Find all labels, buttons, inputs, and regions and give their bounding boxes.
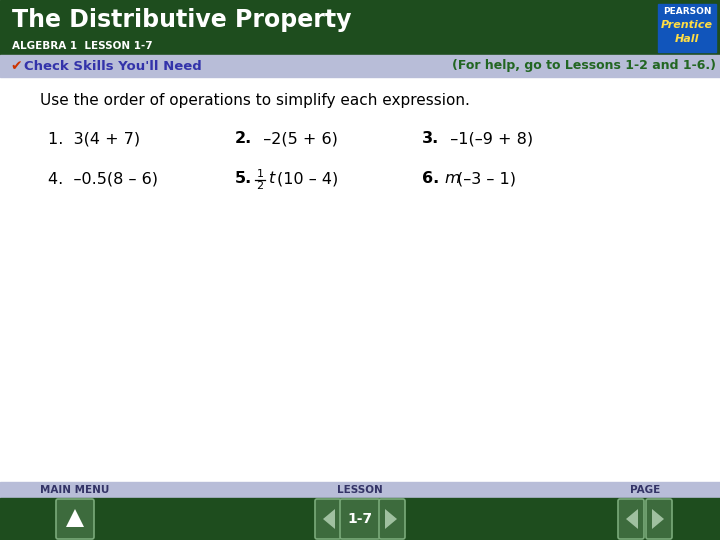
- Polygon shape: [626, 509, 638, 529]
- Bar: [0, 55, 720, 77]
- Text: 2: 2: [256, 181, 264, 191]
- Polygon shape: [652, 509, 664, 529]
- Text: PAGE: PAGE: [630, 485, 660, 495]
- Text: Prentice: Prentice: [661, 21, 713, 30]
- Text: 3.: 3.: [422, 131, 439, 146]
- Polygon shape: [385, 509, 397, 529]
- Text: –2(5 + 6): –2(5 + 6): [253, 131, 338, 146]
- Polygon shape: [66, 509, 84, 527]
- Text: ALGEBRA 1  LESSON 1-7: ALGEBRA 1 LESSON 1-7: [12, 41, 153, 51]
- Text: 2.: 2.: [235, 131, 252, 146]
- Text: 4.  –0.5(8 – 6): 4. –0.5(8 – 6): [48, 171, 158, 186]
- Text: Hall: Hall: [675, 35, 699, 44]
- Text: t: t: [269, 171, 275, 186]
- Text: 6.: 6.: [422, 171, 439, 186]
- FancyBboxPatch shape: [315, 499, 341, 539]
- Text: The Distributive Property: The Distributive Property: [12, 8, 351, 32]
- FancyBboxPatch shape: [340, 499, 380, 539]
- FancyBboxPatch shape: [56, 499, 94, 539]
- Bar: [0, 0, 720, 55]
- Text: 1-7: 1-7: [348, 512, 372, 526]
- Polygon shape: [323, 509, 335, 529]
- Bar: [0, 498, 720, 540]
- Text: Check Skills You'll Need: Check Skills You'll Need: [24, 59, 202, 72]
- Text: Use the order of operations to simplify each expression.: Use the order of operations to simplify …: [40, 93, 470, 108]
- Text: 1.  3(4 + 7): 1. 3(4 + 7): [48, 131, 140, 146]
- Text: ✔: ✔: [10, 59, 22, 73]
- Text: LESSON: LESSON: [337, 485, 383, 495]
- Text: –1(–9 + 8): –1(–9 + 8): [440, 131, 533, 146]
- FancyBboxPatch shape: [646, 499, 672, 539]
- Text: (–3 – 1): (–3 – 1): [457, 171, 516, 186]
- Text: m: m: [444, 171, 459, 186]
- Text: PEARSON: PEARSON: [662, 8, 711, 17]
- Text: 5.: 5.: [235, 171, 252, 186]
- Text: MAIN MENU: MAIN MENU: [40, 485, 109, 495]
- Text: 1: 1: [256, 169, 264, 179]
- Text: (For help, go to Lessons 1-2 and 1-6.): (For help, go to Lessons 1-2 and 1-6.): [452, 59, 716, 72]
- Bar: [0, 482, 720, 498]
- Bar: [658, 3, 716, 51]
- Text: (10 – 4): (10 – 4): [277, 171, 338, 186]
- FancyBboxPatch shape: [379, 499, 405, 539]
- FancyBboxPatch shape: [618, 499, 644, 539]
